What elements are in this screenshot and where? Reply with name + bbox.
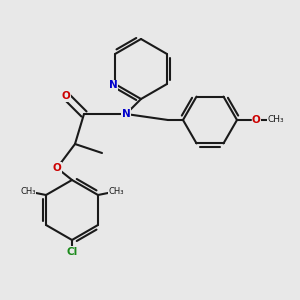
Text: CH₃: CH₃: [267, 116, 284, 124]
Text: CH₃: CH₃: [108, 188, 124, 196]
Text: O: O: [61, 91, 70, 101]
Text: Cl: Cl: [66, 247, 78, 257]
Text: N: N: [109, 80, 118, 91]
Text: O: O: [252, 115, 261, 125]
Text: N: N: [122, 109, 130, 119]
Text: O: O: [52, 163, 62, 173]
Text: CH₃: CH₃: [20, 188, 36, 196]
